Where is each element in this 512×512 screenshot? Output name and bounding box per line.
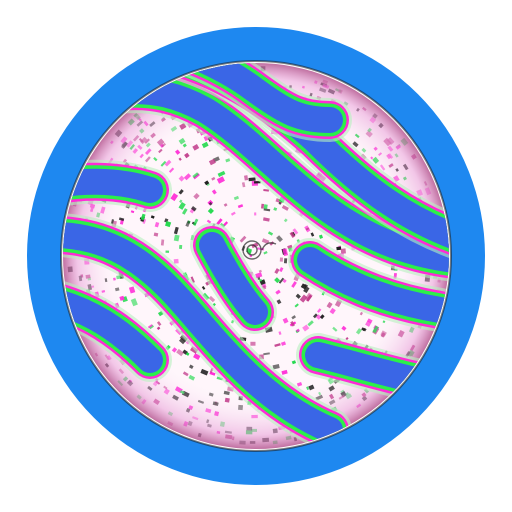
wave-stripe xyxy=(63,278,172,382)
wave-stripe xyxy=(190,223,277,334)
wave-stripe-layer xyxy=(63,221,343,443)
wave-stripe-layer xyxy=(199,232,268,325)
wave-stripe xyxy=(63,212,352,449)
wave-stripe-layer xyxy=(305,342,449,403)
wave-stripe xyxy=(98,63,352,142)
wave-stripe-layer xyxy=(63,287,163,373)
wave-stripe xyxy=(288,238,449,332)
outer-ring xyxy=(27,27,485,485)
center-swirl-icon xyxy=(242,240,277,260)
wave-stripe-layer xyxy=(63,168,163,203)
wave-stripe-layer xyxy=(107,63,343,133)
wave-stripe xyxy=(296,333,449,412)
wave-stripe xyxy=(63,159,172,212)
wave-stripe-layer xyxy=(297,247,449,323)
inner-rim xyxy=(60,60,452,452)
